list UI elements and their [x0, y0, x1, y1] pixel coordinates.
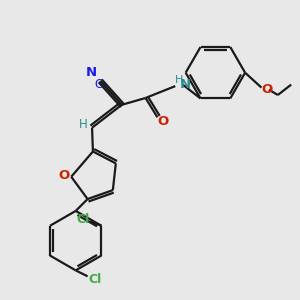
Text: H: H — [79, 118, 88, 130]
Text: O: O — [261, 82, 272, 96]
Text: N: N — [86, 66, 97, 79]
Text: C: C — [94, 77, 103, 91]
Text: Cl: Cl — [88, 273, 102, 286]
Text: Cl: Cl — [76, 213, 90, 226]
Text: O: O — [157, 115, 168, 128]
Text: N: N — [180, 78, 191, 91]
Text: H: H — [175, 75, 183, 85]
Text: O: O — [58, 169, 69, 182]
